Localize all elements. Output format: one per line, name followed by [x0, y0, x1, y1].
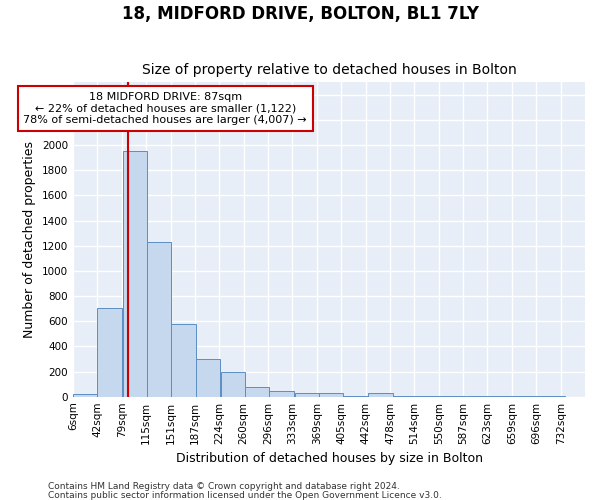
Bar	[122, 152, 147, 396]
Y-axis label: Number of detached properties: Number of detached properties	[23, 141, 37, 338]
Bar	[319, 393, 343, 396]
Bar	[147, 242, 171, 396]
Bar	[269, 391, 294, 396]
Text: Contains public sector information licensed under the Open Government Licence v3: Contains public sector information licen…	[48, 490, 442, 500]
Bar	[196, 359, 220, 397]
Bar	[221, 372, 245, 396]
Title: Size of property relative to detached houses in Bolton: Size of property relative to detached ho…	[142, 63, 517, 77]
Bar	[295, 393, 319, 396]
Bar	[245, 386, 269, 396]
Text: 18 MIDFORD DRIVE: 87sqm
← 22% of detached houses are smaller (1,122)
78% of semi: 18 MIDFORD DRIVE: 87sqm ← 22% of detache…	[23, 92, 307, 125]
X-axis label: Distribution of detached houses by size in Bolton: Distribution of detached houses by size …	[176, 452, 482, 465]
Bar	[73, 394, 97, 396]
Text: 18, MIDFORD DRIVE, BOLTON, BL1 7LY: 18, MIDFORD DRIVE, BOLTON, BL1 7LY	[121, 5, 479, 23]
Bar	[171, 324, 196, 396]
Bar	[97, 308, 122, 396]
Text: Contains HM Land Registry data © Crown copyright and database right 2024.: Contains HM Land Registry data © Crown c…	[48, 482, 400, 491]
Bar	[368, 393, 393, 396]
